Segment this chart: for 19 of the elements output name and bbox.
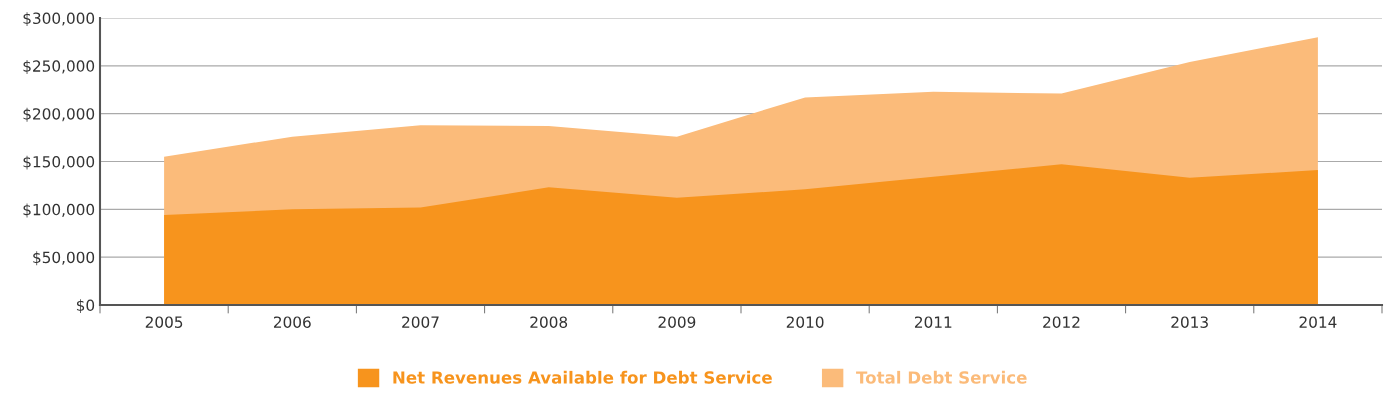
x-tick-label: 2011 <box>914 316 952 328</box>
legend-label: Total Debt Service <box>856 370 1027 384</box>
y-tick-label: $200,000 <box>23 107 95 122</box>
x-tick-label: 2006 <box>273 316 311 328</box>
x-tick-label: 2008 <box>530 316 568 328</box>
y-tick-label: $50,000 <box>33 251 95 266</box>
x-tick-label: 2012 <box>1043 316 1080 328</box>
y-tick-label: $150,000 <box>23 155 95 170</box>
y-tick-label: $0 <box>76 299 95 314</box>
x-tick-label: 2009 <box>658 316 696 328</box>
y-tick-label: $100,000 <box>23 203 95 218</box>
y-tick-label: $300,000 <box>23 12 95 27</box>
x-tick-label: 2014 <box>1299 316 1337 328</box>
x-tick-label: 2013 <box>1171 316 1208 328</box>
x-tick-label: 2005 <box>145 316 183 328</box>
x-tick-label: 2007 <box>402 316 439 328</box>
y-tick-label: $250,000 <box>23 60 95 74</box>
legend-label: Net Revenues Available for Debt Service <box>393 370 772 384</box>
x-tick-label: 2010 <box>786 316 824 328</box>
